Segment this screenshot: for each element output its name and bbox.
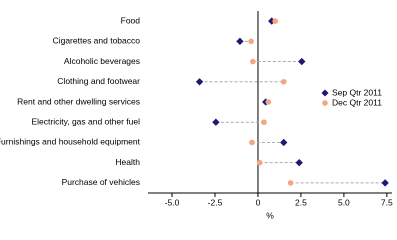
x-tick-label: -5.0 (165, 197, 180, 207)
dot (381, 179, 389, 187)
category-label: Rent and other dwelling services (17, 96, 140, 106)
x-tick-label: 5.0 (338, 197, 350, 207)
dot (287, 180, 294, 186)
category-label: Health (115, 157, 140, 167)
chart: % -5.0 -2.5 0 2.5 5.0 7.5 Food Cigarettes and t… (0, 11, 393, 220)
dot (249, 139, 255, 146)
dot (248, 38, 254, 45)
dot (265, 99, 272, 105)
category-label: Alcoholic beverages (64, 56, 140, 66)
x-axis-label: % (266, 210, 274, 220)
category-label: Purchase of vehicles (62, 177, 140, 187)
x-tick-label: 7.5 (381, 197, 393, 207)
x-tick-label: 2.5 (295, 197, 307, 207)
dot (280, 138, 288, 147)
dot (295, 158, 303, 167)
category-label: Furnishings and household equipment (0, 137, 141, 147)
category-label: Clothing and footwear (57, 76, 140, 86)
dot (236, 37, 244, 46)
category-label: Cigarettes and tobacco (53, 36, 141, 46)
x-tick-label: -2.5 (208, 197, 223, 207)
dot (195, 78, 204, 86)
dot (256, 159, 263, 166)
legend-label: Sep Qtr 2011 (332, 87, 382, 97)
legend-label: Dec Qtr 2011 (332, 97, 382, 107)
category-label: Food (121, 15, 141, 25)
x-tick-label: 0 (256, 197, 261, 207)
dot (212, 118, 220, 126)
legend-marker (321, 89, 329, 97)
dot (280, 78, 287, 85)
dot (250, 58, 256, 65)
dot (272, 18, 278, 24)
legend-marker (322, 100, 328, 106)
dot (261, 119, 267, 126)
dot (298, 57, 306, 66)
category-label: Electricity, gas and other fuel (31, 116, 140, 126)
